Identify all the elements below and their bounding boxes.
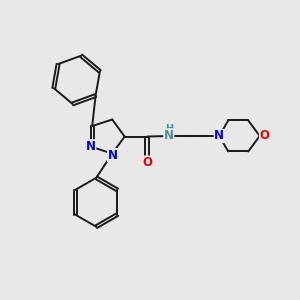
Text: N: N xyxy=(86,140,96,153)
Text: H: H xyxy=(165,124,173,134)
Text: O: O xyxy=(142,156,152,169)
Text: O: O xyxy=(260,130,269,142)
Text: N: N xyxy=(214,130,224,142)
Text: N: N xyxy=(164,129,174,142)
Text: N: N xyxy=(107,148,118,162)
